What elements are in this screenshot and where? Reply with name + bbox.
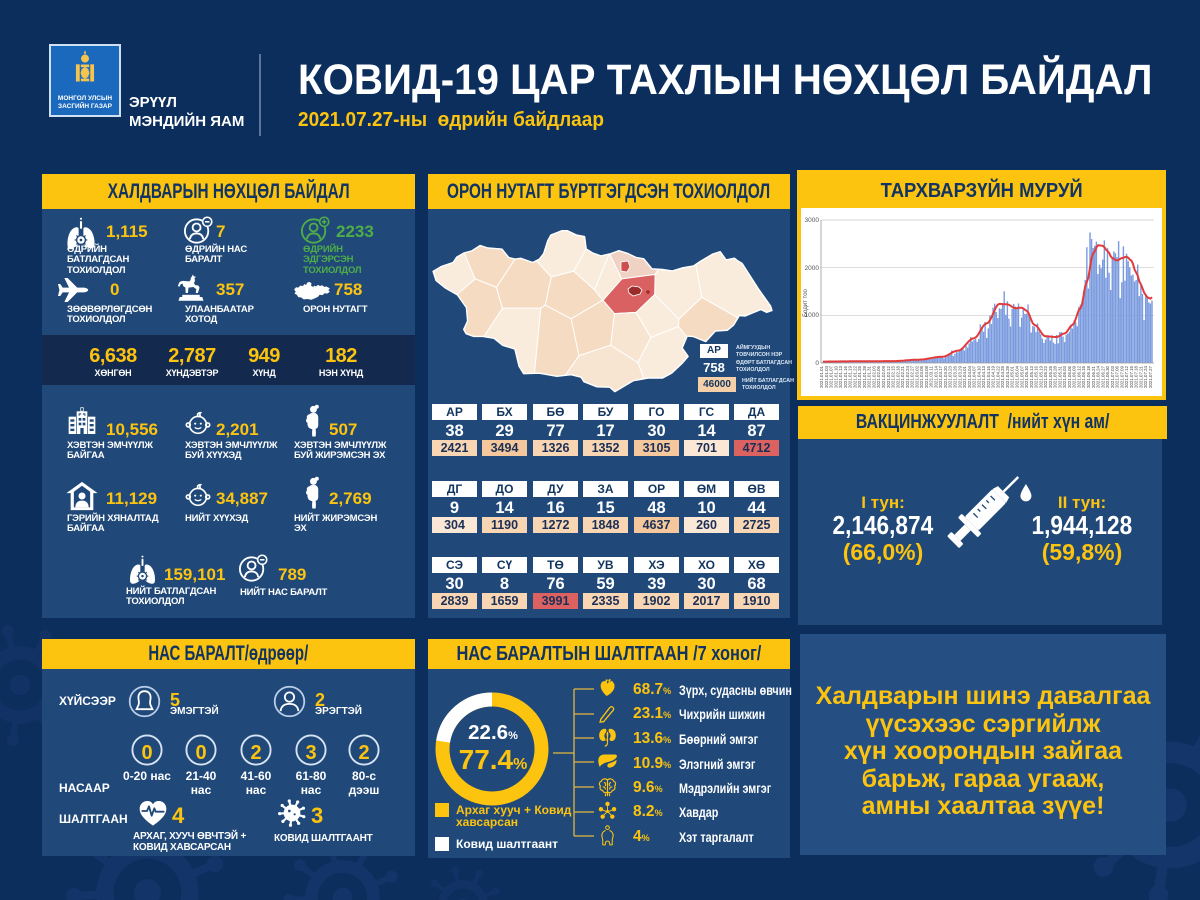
svg-text:2021.03.11: 2021.03.11 [929,365,934,387]
svg-text:2021.05.13: 2021.05.13 [1029,365,1034,388]
svg-text:2021.05.01: 2021.05.01 [1010,365,1015,388]
svg-text:2021.04.22: 2021.04.22 [995,365,1000,388]
svg-text:2021.06.24: 2021.06.24 [1096,365,1101,388]
svg-text:2021.06.18: 2021.06.18 [1086,365,1091,388]
svg-text:2021.04.13: 2021.04.13 [981,365,986,388]
svg-text:2021.02.24: 2021.02.24 [905,365,910,388]
svg-text:2021.02.03: 2021.02.03 [871,365,876,388]
svg-text:2021.04.07: 2021.04.07 [972,365,977,388]
svg-text:2021.07.12: 2021.07.12 [1124,365,1129,388]
svg-text:2021.01.10: 2021.01.10 [833,365,838,388]
svg-text:2021.05.07: 2021.05.07 [1019,365,1024,388]
svg-text:2021.03.02: 2021.03.02 [914,365,919,388]
svg-text:2021.02.21: 2021.02.21 [900,365,905,388]
svg-text:2021.07.06: 2021.07.06 [1115,365,1120,388]
svg-text:2021.06.03: 2021.06.03 [1062,365,1067,388]
svg-text:2021.02.06: 2021.02.06 [876,365,881,388]
svg-text:2021.07.15: 2021.07.15 [1129,365,1134,388]
svg-text:2021.06.30: 2021.06.30 [1105,365,1110,388]
svg-text:2021.06.12: 2021.06.12 [1077,365,1082,388]
svg-text:2021.01.16: 2021.01.16 [843,365,848,388]
svg-text:2021.04.25: 2021.04.25 [1000,365,1005,388]
svg-text:2021.07.27: 2021.07.27 [1148,365,1153,388]
svg-text:2021.01.22: 2021.01.22 [852,365,857,388]
svg-text:3000: 3000 [805,217,820,224]
svg-text:2021.03.08: 2021.03.08 [924,365,929,388]
svg-text:2021.06.06: 2021.06.06 [1067,365,1072,388]
svg-text:2021.06.21: 2021.06.21 [1091,365,1096,388]
svg-text:2021.01.13: 2021.01.13 [838,365,843,388]
svg-text:2021.01.25: 2021.01.25 [857,365,862,388]
svg-text:2021.03.17: 2021.03.17 [938,365,943,388]
svg-text:2021.05.10: 2021.05.10 [1024,365,1029,388]
svg-text:2021.03.20: 2021.03.20 [943,365,948,388]
svg-text:2021.01.04: 2021.01.04 [824,365,829,388]
svg-text:2021.01.01: 2021.01.01 [819,365,824,388]
svg-text:2021.06.15: 2021.06.15 [1081,365,1086,388]
svg-text:2021.05.28: 2021.05.28 [1053,365,1058,388]
svg-text:2000: 2000 [805,265,820,272]
svg-text:0: 0 [815,360,819,367]
svg-text:2021.03.26: 2021.03.26 [953,365,958,388]
svg-text:2021.03.23: 2021.03.23 [948,365,953,388]
svg-text:2021.07.21: 2021.07.21 [1139,365,1144,388]
svg-text:2021.04.04: 2021.04.04 [967,365,972,388]
svg-text:2021.06.27: 2021.06.27 [1100,365,1105,388]
svg-text:1000: 1000 [805,312,820,319]
svg-text:2021.04.16: 2021.04.16 [986,365,991,388]
svg-text:2021.04.19: 2021.04.19 [991,365,996,388]
svg-text:2021.07.09: 2021.07.09 [1119,365,1124,388]
svg-text:2021.02.12: 2021.02.12 [886,365,891,388]
svg-text:2021.05.22: 2021.05.22 [1043,365,1048,388]
svg-text:2021.07.18: 2021.07.18 [1134,365,1139,388]
svg-text:2021.01.19: 2021.01.19 [848,365,853,388]
svg-text:Бодит тоо: Бодит тоо [803,288,809,316]
svg-text:2021.05.31: 2021.05.31 [1057,365,1062,388]
svg-text:2021.07.24: 2021.07.24 [1143,365,1148,388]
svg-text:2021.04.01: 2021.04.01 [962,365,967,388]
svg-text:2021.02.27: 2021.02.27 [910,365,915,388]
svg-text:2021.05.19: 2021.05.19 [1038,365,1043,388]
svg-text:2021.01.31: 2021.01.31 [867,365,872,388]
svg-text:2021.04.10: 2021.04.10 [976,365,981,388]
svg-text:2021.03.14: 2021.03.14 [933,365,938,388]
svg-text:2021.05.04: 2021.05.04 [1015,365,1020,388]
svg-text:2021.06.09: 2021.06.09 [1072,365,1077,388]
svg-text:2021.02.18: 2021.02.18 [895,365,900,388]
svg-text:2021.03.29: 2021.03.29 [957,365,962,388]
svg-text:2021.01.07: 2021.01.07 [829,365,834,388]
svg-text:2021.01.28: 2021.01.28 [862,365,867,388]
svg-text:2021.03.05: 2021.03.05 [919,365,924,388]
svg-text:2021.04.28: 2021.04.28 [1005,365,1010,388]
svg-text:2021.05.16: 2021.05.16 [1034,365,1039,388]
svg-text:2021.02.09: 2021.02.09 [881,365,886,388]
svg-text:2021.07.03: 2021.07.03 [1110,365,1115,388]
svg-text:2021.05.25: 2021.05.25 [1048,365,1053,388]
svg-text:2021.02.15: 2021.02.15 [891,365,896,388]
